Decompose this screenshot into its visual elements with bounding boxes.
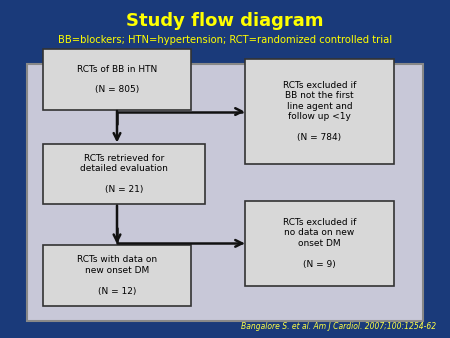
FancyBboxPatch shape bbox=[245, 201, 394, 286]
Text: RCTs excluded if
no data on new
onset DM

(N = 9): RCTs excluded if no data on new onset DM… bbox=[283, 218, 356, 269]
FancyBboxPatch shape bbox=[43, 144, 205, 204]
FancyBboxPatch shape bbox=[245, 59, 394, 164]
Text: RCTs of BB in HTN

(N = 805): RCTs of BB in HTN (N = 805) bbox=[77, 65, 157, 94]
FancyBboxPatch shape bbox=[43, 49, 191, 110]
Text: RCTs excluded if
BB not the first
line agent and
follow up <1y

(N = 784): RCTs excluded if BB not the first line a… bbox=[283, 81, 356, 142]
Text: RCTs retrieved for
detailed evaluation

(N = 21): RCTs retrieved for detailed evaluation (… bbox=[80, 154, 168, 194]
Text: Bangalore S. et al. Am J Cardiol. 2007;100:1254-62: Bangalore S. et al. Am J Cardiol. 2007;1… bbox=[241, 322, 436, 331]
Text: Study flow diagram: Study flow diagram bbox=[126, 12, 324, 30]
Text: BB=blockers; HTN=hypertension; RCT=randomized controlled trial: BB=blockers; HTN=hypertension; RCT=rando… bbox=[58, 35, 392, 46]
Text: RCTs with data on
new onset DM

(N = 12): RCTs with data on new onset DM (N = 12) bbox=[77, 256, 157, 295]
FancyBboxPatch shape bbox=[43, 245, 191, 306]
FancyBboxPatch shape bbox=[27, 64, 423, 321]
